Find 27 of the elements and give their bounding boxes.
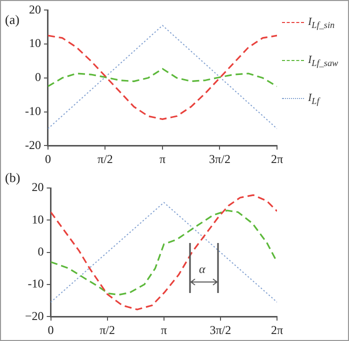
y-tick-label: 20	[28, 2, 41, 16]
legend-label: I$_{Lf_saw}$	[308, 54, 338, 68]
y-tick-label: 0	[38, 244, 44, 258]
x-tick-label: π	[160, 322, 167, 337]
chart-title: (a)	[5, 12, 20, 28]
y-tick-label: −20	[24, 308, 44, 323]
x-tick-label: π/2	[100, 322, 116, 337]
x-tick-label: 3π/2	[209, 152, 230, 166]
y-tick-label: 10	[32, 212, 44, 226]
y-tick-label: 0	[34, 70, 41, 84]
x-tick-label: π	[159, 152, 166, 166]
annotation: α	[199, 262, 206, 277]
x-tick-label: π/2	[98, 152, 113, 166]
legend-label: I$_{Lf}$	[308, 92, 320, 106]
x-tick-label: 0	[48, 322, 54, 337]
y-tick-label: -20	[24, 138, 41, 152]
chart-title: (b)	[5, 170, 20, 186]
line-series	[48, 34, 277, 120]
x-tick-label: 3π/2	[210, 322, 232, 337]
legend-label: I$_{Lf_sin}$	[308, 16, 335, 30]
x-tick-label: 2π	[270, 322, 284, 337]
y-tick-label: -10	[24, 104, 41, 118]
line-series	[48, 68, 277, 88]
x-tick-label: 2π	[270, 152, 284, 166]
y-tick-label: 10	[28, 36, 41, 50]
y-tick-label: 20	[32, 180, 44, 194]
y-tick-label: -10	[28, 276, 44, 291]
